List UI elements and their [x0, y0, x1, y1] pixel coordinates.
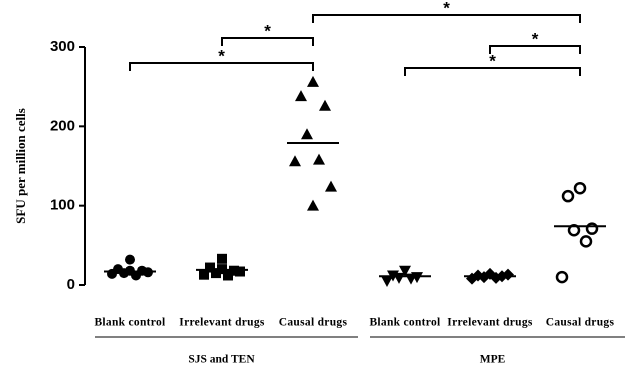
dot — [381, 276, 393, 288]
significance-label: * — [443, 0, 450, 17]
dot — [579, 235, 593, 248]
dot — [502, 268, 514, 281]
dot — [295, 90, 307, 102]
dot — [205, 262, 215, 273]
dot — [573, 181, 587, 195]
dot — [289, 155, 301, 167]
dot — [561, 189, 575, 203]
x-tick-label: Causal drugs — [279, 317, 348, 329]
significance-bracket — [312, 14, 581, 23]
y-tick-label: 200 — [50, 117, 75, 134]
dot — [585, 222, 599, 235]
significance-label: * — [218, 46, 225, 65]
dot — [399, 265, 411, 277]
dot — [307, 75, 319, 87]
y-axis-label: SFU per million cells — [13, 108, 28, 224]
dot — [107, 268, 117, 279]
dot — [555, 270, 569, 284]
dot — [319, 99, 331, 111]
significance-bracket — [221, 37, 314, 46]
x-tick-label: Blank control — [94, 317, 165, 329]
significance-bracket — [489, 45, 581, 54]
dot — [217, 253, 227, 264]
dot — [199, 269, 209, 280]
significance-label: * — [489, 51, 496, 70]
dot — [223, 270, 233, 281]
x-tick-label: Irrelevant drugs — [179, 317, 265, 329]
dot — [325, 180, 337, 192]
dot — [307, 199, 319, 211]
group-label: SJS and TEN — [188, 354, 255, 366]
y-tick-label: 100 — [50, 197, 75, 214]
group-label: MPE — [480, 354, 506, 366]
significance-bracket — [404, 67, 581, 76]
dot — [567, 224, 581, 237]
dot — [235, 266, 245, 277]
significance-label: * — [532, 29, 539, 48]
x-tick-label: Irrelevant drugs — [447, 317, 533, 329]
y-tick-label: 300 — [50, 38, 75, 55]
significance-label: * — [264, 21, 271, 40]
dot — [125, 254, 135, 265]
dot — [490, 271, 502, 284]
x-tick-label: Causal drugs — [546, 317, 615, 329]
significance-bracket — [129, 62, 314, 71]
y-tick-label: 0 — [67, 276, 75, 293]
dot — [313, 153, 325, 165]
dot — [393, 272, 405, 284]
dot — [211, 268, 221, 279]
dot — [301, 128, 313, 140]
x-tick-label: Blank control — [369, 317, 440, 329]
